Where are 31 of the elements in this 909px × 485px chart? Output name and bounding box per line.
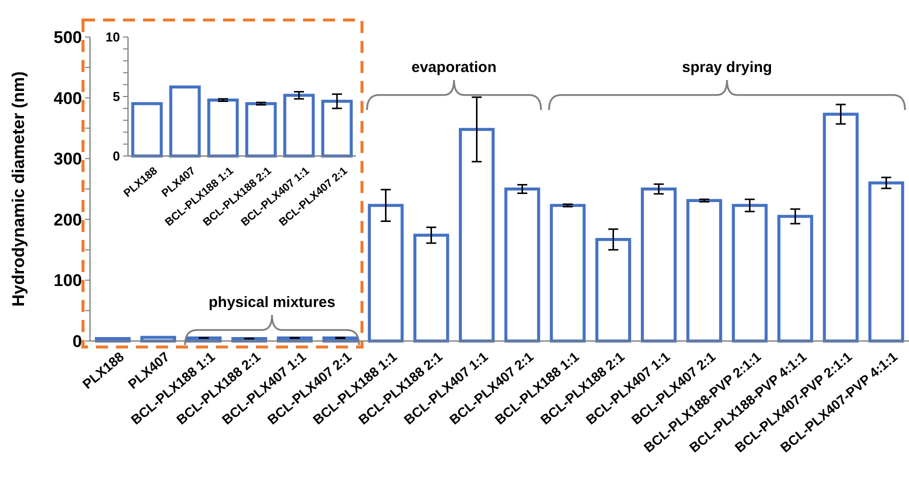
y-tick-label: 0 xyxy=(112,148,120,164)
bar xyxy=(504,188,540,342)
y-tick-label: 500 xyxy=(54,28,82,47)
annotation: spray drying xyxy=(682,59,772,76)
y-tick-label: 0 xyxy=(72,332,82,351)
annotation: physical mixtures xyxy=(208,294,336,311)
y-tick-label: 100 xyxy=(54,271,82,290)
bar xyxy=(368,204,404,342)
bar xyxy=(321,100,353,158)
bar xyxy=(207,98,239,158)
bar xyxy=(686,199,722,342)
bar xyxy=(245,102,277,158)
y-tick-label: 200 xyxy=(54,210,82,230)
bar xyxy=(413,234,450,342)
bar xyxy=(283,94,315,158)
bar xyxy=(822,112,859,342)
y-tick-label: 400 xyxy=(54,88,82,108)
bar xyxy=(131,102,163,158)
annotation: evaporation xyxy=(411,59,497,76)
y-tick-label: 10 xyxy=(106,30,120,45)
bar xyxy=(550,204,586,342)
bar xyxy=(732,204,768,342)
bar xyxy=(640,188,677,342)
y-axis-title: Hydrodynamic diameter (nm) xyxy=(9,71,28,307)
bar xyxy=(458,128,495,342)
bar xyxy=(169,85,201,158)
y-tick-label: 5 xyxy=(112,89,120,104)
bar xyxy=(595,238,632,342)
y-tick-label: 300 xyxy=(54,150,82,169)
bar xyxy=(777,214,814,342)
bar xyxy=(868,181,904,342)
